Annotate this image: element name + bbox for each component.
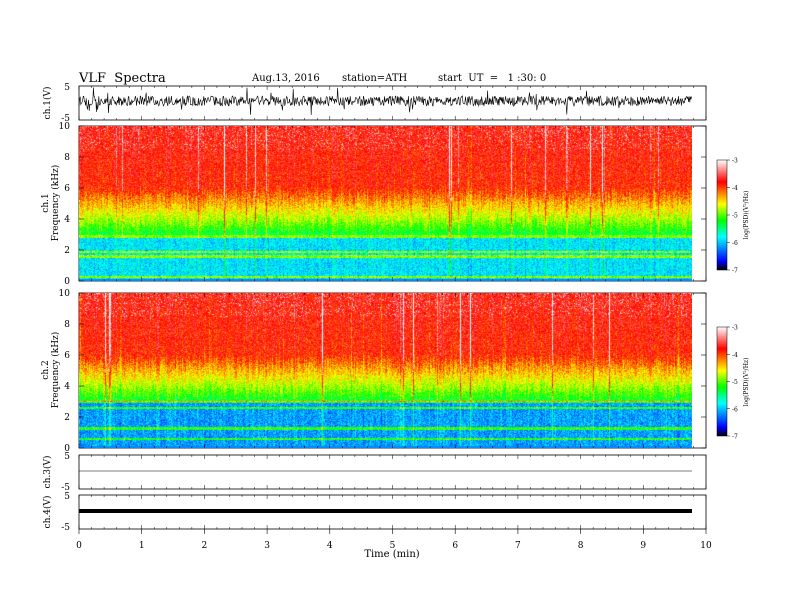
colorbar-ticks: -3 -4 -5 -6 -7 -3 -4 -5 -6 -7 <box>727 158 738 441</box>
x-tick-label: 8 <box>578 541 584 551</box>
freq-tick-label: 10 <box>59 289 71 299</box>
x-tick-label: 3 <box>264 541 270 551</box>
chart-title: VLF Spectra <box>79 71 166 86</box>
x-tick-label: 9 <box>640 541 646 551</box>
ch2-spec-ylabel-channel: ch.2 <box>41 360 51 379</box>
x-tick-label: 5 <box>390 541 396 551</box>
ch1-spec-ylabel-frequency: Frequency (kHz) <box>50 165 61 242</box>
ch2-colorbar-label: log(PSD)(V²/Hz) <box>743 358 750 407</box>
colorbar-tick-label: -5 <box>732 213 738 220</box>
freq-tick-label: 8 <box>64 320 70 330</box>
ch1v-ytick-top: 5 <box>64 83 70 93</box>
x-tick-label: 1 <box>139 541 145 551</box>
ch1-spectrogram-image <box>79 126 692 281</box>
header-date: Aug.13, 2016 <box>252 73 320 84</box>
ch1-voltage-frame <box>78 85 707 121</box>
colorbar-tick-label: -3 <box>732 325 738 332</box>
freq-tick-label: 0 <box>64 444 70 454</box>
ch2-frequency-ticks: 0 2 4 6 8 10 <box>59 289 706 454</box>
freq-tick-label: 6 <box>64 184 70 194</box>
x-tick-label: 7 <box>515 541 521 551</box>
freq-tick-label: 2 <box>64 246 70 256</box>
x-tick-label: 2 <box>202 541 208 551</box>
ch3-voltage-frame <box>78 454 707 490</box>
ch2-spectrogram-image <box>79 293 692 448</box>
freq-tick-label: 6 <box>64 351 70 361</box>
ch4v-ytick-bottom: -5 <box>61 523 70 533</box>
ch1-frequency-ticks: 0 2 4 6 8 10 <box>59 122 706 287</box>
colorbar-tick-label: -4 <box>732 185 738 192</box>
header-start-time: start UT = 1 :30: 0 <box>438 73 547 84</box>
freq-tick-label: 0 <box>64 277 70 287</box>
ch1-colorbar <box>716 159 728 271</box>
ch2-colorbar <box>716 326 728 437</box>
freq-tick-label: 4 <box>64 215 70 225</box>
ch4v-ylabel: ch.4(V) <box>42 496 53 529</box>
ch3v-ytick-top: 5 <box>64 452 70 462</box>
freq-tick-label: 10 <box>59 122 71 132</box>
colorbar-tick-label: -7 <box>732 434 738 441</box>
ch1v-ytick-bottom: -5 <box>61 114 70 124</box>
colorbar-tick-label: -7 <box>732 268 738 275</box>
ch1-spec-ylabel-channel: ch.1 <box>41 193 51 212</box>
x-tick-label: 0 <box>76 541 82 551</box>
x-axis-label: Time (min) <box>364 549 419 560</box>
freq-tick-label: 2 <box>64 413 70 423</box>
colorbar-tick-label: -4 <box>732 352 738 359</box>
colorbar-tick-label: -6 <box>732 406 738 413</box>
x-tick-label: 4 <box>327 541 333 551</box>
ch4v-ytick-top: 5 <box>64 492 70 502</box>
header-station: station=ATH <box>342 73 408 84</box>
ch2-spec-ylabel-frequency: Frequency (kHz) <box>50 332 61 409</box>
x-tick-label: 6 <box>452 541 458 551</box>
colorbar-tick-label: -6 <box>732 240 738 247</box>
time-axis-ticks: 0 1 2 3 4 5 6 7 8 9 10 <box>76 86 712 551</box>
ch3v-ytick-bottom: -5 <box>61 483 70 493</box>
colorbar-tick-label: -5 <box>732 379 738 386</box>
ch3v-ylabel: ch.3(V) <box>42 456 53 489</box>
freq-tick-label: 8 <box>64 153 70 163</box>
ch1-colorbar-label: log(PSD)(V²/Hz) <box>743 191 750 240</box>
ch1v-ylabel: ch.1(V) <box>42 87 53 120</box>
x-tick-label: 10 <box>700 541 712 551</box>
colorbar-tick-label: -3 <box>732 158 738 165</box>
freq-tick-label: 4 <box>64 382 70 392</box>
ch1-voltage-trace <box>78 87 692 115</box>
ch4-voltage-trace <box>79 509 692 513</box>
